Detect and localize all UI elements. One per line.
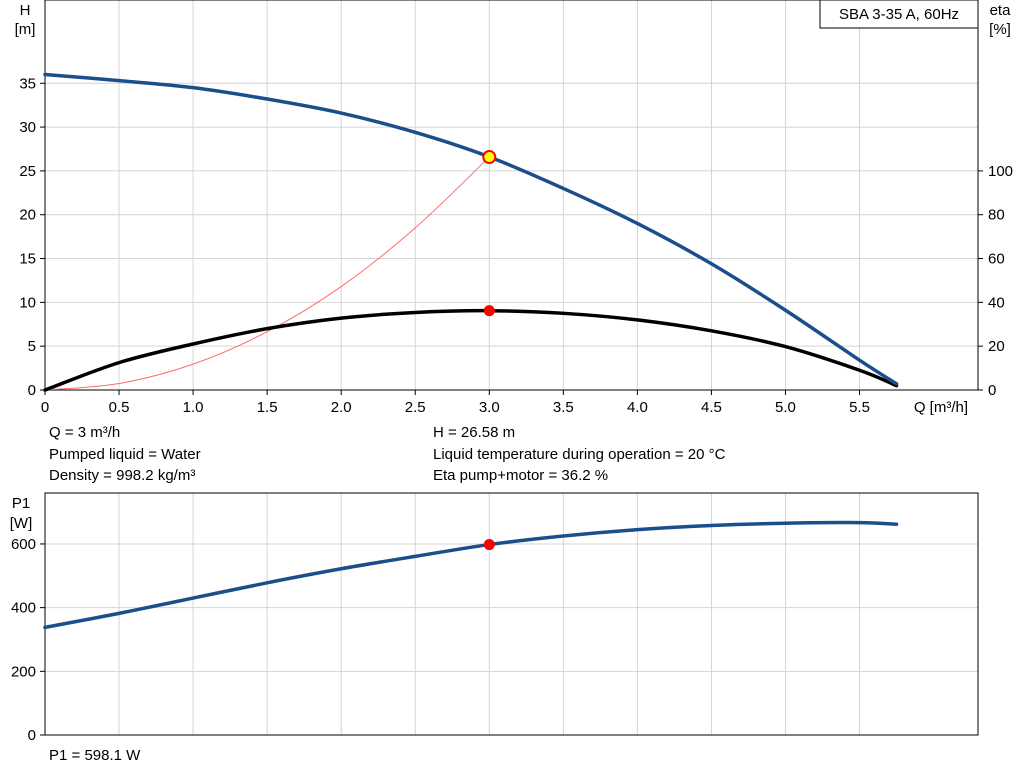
info-density: Density = 998.2 kg/m³ — [49, 467, 196, 484]
info-pumped-liquid: Pumped liquid = Water — [49, 446, 201, 463]
info-liquid-temperature: Liquid temperature during operation = 20… — [433, 446, 726, 463]
hq-x-tick-label: 5.5 — [849, 399, 870, 416]
eta-y-tick-label: 100 — [988, 163, 1013, 180]
y-axis-symbol-eta: eta — [990, 2, 1012, 19]
info-efficiency: Eta pump+motor = 36.2 % — [433, 467, 609, 484]
y-axis-symbol-h: H — [20, 2, 31, 19]
y-axis-unit-p1: [W] — [10, 515, 33, 532]
info-p1: P1 = 598.1 W — [49, 747, 141, 764]
p1-duty-point — [483, 539, 495, 551]
y-axis-symbol-p1: P1 — [12, 495, 30, 512]
hq-x-tick-label: 1.5 — [257, 399, 278, 416]
hq-x-tick-label: 0 — [41, 399, 49, 416]
eta-y-tick-label: 20 — [988, 338, 1005, 355]
p1-y-tick-label: 600 — [11, 536, 36, 553]
p1-y-axis: 0 200 400 600 — [11, 536, 45, 744]
hq-y-tick-label: 5 — [28, 338, 36, 355]
hq-y-tick-label: 10 — [19, 294, 36, 311]
hq-y-tick-label: 20 — [19, 207, 36, 224]
hq-x-tick-label: 0.5 — [109, 399, 130, 416]
chart-title-box — [819, 0, 979, 29]
hq-y-tick-label: 25 — [19, 163, 36, 180]
hq-series-layer — [43, 72, 899, 392]
hq-y-tick-label: 15 — [19, 251, 36, 268]
info-q: Q = 3 m³/h — [49, 424, 121, 441]
hq-x-tick-label: 2.0 — [331, 399, 352, 416]
eta-y-tick-label: 60 — [988, 251, 1005, 268]
p1-y-tick-label: 400 — [11, 600, 36, 617]
info-head: H = 26.58 m — [433, 424, 516, 441]
hq-y-axis-left: 0 5 10 15 20 25 30 35 — [19, 75, 45, 399]
p1-y-tick-label: 200 — [11, 663, 36, 680]
hq-y-tick-label: 35 — [19, 75, 36, 92]
x-axis-label-q: Q [m³/h] — [914, 399, 968, 416]
hq-x-tick-label: 5.0 — [775, 399, 796, 416]
chart-title: SBA 3-35 A, 60Hz — [839, 6, 959, 23]
eta-y-tick-label: 40 — [988, 294, 1005, 311]
hq-x-tick-label: 4.5 — [701, 399, 722, 416]
p1-series-layer — [43, 520, 899, 630]
duty-point-marker — [482, 150, 497, 165]
p1-y-tick-label: 0 — [28, 727, 36, 744]
y-axis-unit-eta: [%] — [989, 21, 1011, 38]
hq-x-tick-label: 3.5 — [553, 399, 574, 416]
hq-y-tick-label: 30 — [19, 119, 36, 136]
hq-plot-frame — [44, 0, 979, 391]
hq-x-tick-label: 4.0 — [627, 399, 648, 416]
hq-x-tick-label: 3.0 — [479, 399, 500, 416]
hq-grid — [45, 0, 978, 390]
hq-x-tick-label: 2.5 — [405, 399, 426, 416]
hq-y-axis-right: 0 20 40 60 80 100 — [978, 163, 1013, 399]
eta-y-tick-label: 0 — [988, 382, 996, 399]
hq-y-tick-label: 0 — [28, 382, 36, 399]
efficiency-duty-point — [483, 305, 495, 317]
eta-y-tick-label: 80 — [988, 207, 1005, 224]
hq-x-tick-label: 1.0 — [183, 399, 204, 416]
hq-x-axis: 0 0.5 1.0 1.5 2.0 2.5 3.0 3.5 4.0 4.5 5.0 5.5 — [41, 390, 870, 416]
p1-plot-frame — [44, 492, 979, 736]
y-axis-unit-h: [m] — [15, 21, 36, 38]
